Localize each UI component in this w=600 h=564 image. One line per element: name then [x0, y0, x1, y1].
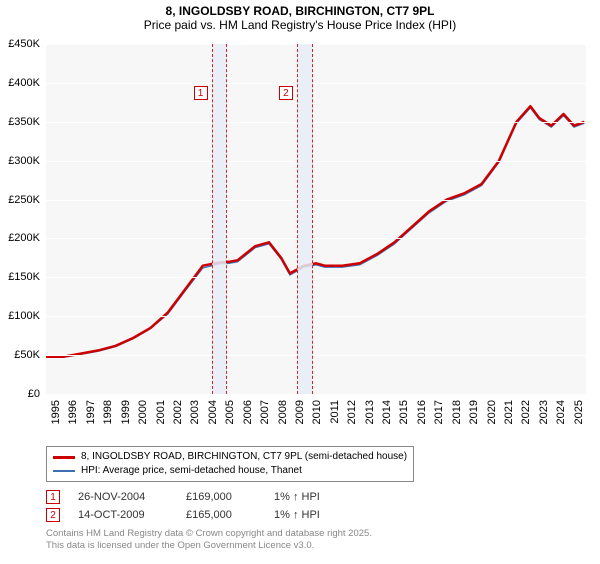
x-tick-label: 2023	[538, 400, 550, 424]
x-tick-label: 2002	[172, 400, 184, 424]
x-tick-label: 2005	[224, 400, 236, 424]
footer-attribution: Contains HM Land Registry data © Crown c…	[46, 528, 372, 552]
x-tick-label: 2003	[189, 400, 201, 424]
sale-band-marker: 2	[279, 86, 293, 100]
y-tick-label: £200K	[8, 232, 40, 244]
legend-label: 8, INGOLDSBY ROAD, BIRCHINGTON, CT7 9PL …	[81, 450, 407, 464]
chart-subtitle: Price paid vs. HM Land Registry's House …	[0, 18, 600, 32]
x-tick-label: 2022	[520, 400, 532, 424]
x-tick-label: 2011	[329, 400, 341, 424]
footer-line: Contains HM Land Registry data © Crown c…	[46, 528, 372, 540]
sale-date: 14-OCT-2009	[78, 509, 168, 521]
x-tick-label: 2014	[381, 400, 393, 424]
y-tick-label: £0	[28, 388, 40, 400]
x-tick-label: 2019	[468, 400, 480, 424]
x-tick-label: 1998	[102, 400, 114, 424]
x-tick-label: 2007	[259, 400, 271, 424]
sale-events: 1 26-NOV-2004 £169,000 1% ↑ HPI 2 14-OCT…	[46, 488, 320, 524]
sale-band	[297, 44, 313, 394]
y-tick-label: £350K	[8, 116, 40, 128]
legend-label: HPI: Average price, semi-detached house,…	[81, 464, 302, 478]
y-tick-label: £100K	[8, 310, 40, 322]
x-tick-label: 2024	[555, 400, 567, 424]
x-axis-labels: 1995 1996 1997 1998 1999 2000 2001 2002 2003 2004…	[46, 396, 586, 446]
sale-band-marker: 1	[194, 86, 208, 100]
sale-band	[212, 44, 228, 394]
chart-title: 8, INGOLDSBY ROAD, BIRCHINGTON, CT7 9PL	[0, 4, 600, 18]
x-tick-label: 1996	[67, 400, 79, 424]
x-tick-label: 2009	[294, 400, 306, 424]
legend-swatch	[53, 456, 75, 459]
y-tick-label: £150K	[8, 271, 40, 283]
chart-container: 8, INGOLDSBY ROAD, BIRCHINGTON, CT7 9PL …	[0, 4, 600, 564]
x-tick-label: 1995	[50, 400, 62, 424]
sale-price: £165,000	[186, 509, 256, 521]
sale-date: 26-NOV-2004	[78, 491, 168, 503]
plot-area: 12	[46, 44, 586, 394]
x-tick-label: 2010	[311, 400, 323, 424]
x-tick-label: 2008	[277, 400, 289, 424]
y-tick-label: £450K	[8, 38, 40, 50]
sale-price: £169,000	[186, 491, 256, 503]
sale-row: 2 14-OCT-2009 £165,000 1% ↑ HPI	[46, 506, 320, 524]
line-series	[46, 44, 586, 394]
sale-delta: 1% ↑ HPI	[274, 509, 320, 521]
series-line	[46, 108, 584, 358]
x-tick-label: 2017	[433, 400, 445, 424]
x-tick-label: 1997	[85, 400, 97, 424]
y-tick-label: £300K	[8, 155, 40, 167]
x-tick-label: 2020	[486, 400, 498, 424]
sale-marker: 2	[46, 508, 60, 522]
x-tick-label: 2012	[346, 400, 358, 424]
x-tick-label: 2006	[242, 400, 254, 424]
footer-line: This data is licensed under the Open Gov…	[46, 540, 372, 552]
x-tick-label: 2018	[451, 400, 463, 424]
x-tick-label: 2000	[137, 400, 149, 424]
sale-row: 1 26-NOV-2004 £169,000 1% ↑ HPI	[46, 488, 320, 506]
x-tick-label: 1999	[120, 400, 132, 424]
x-tick-label: 2015	[398, 400, 410, 424]
x-tick-label: 2013	[364, 400, 376, 424]
x-tick-label: 2021	[503, 400, 515, 424]
legend-item: 8, INGOLDSBY ROAD, BIRCHINGTON, CT7 9PL …	[53, 450, 407, 464]
legend-item: HPI: Average price, semi-detached house,…	[53, 464, 407, 478]
sale-marker: 1	[46, 490, 60, 504]
x-tick-label: 2016	[416, 400, 428, 424]
y-axis-labels: £0£50K£100K£150K£200K£250K£300K£350K£400…	[0, 44, 44, 394]
legend-swatch	[53, 470, 75, 472]
series-line	[46, 106, 584, 357]
x-tick-label: 2004	[207, 400, 219, 424]
x-tick-label: 2001	[155, 400, 167, 424]
y-tick-label: £400K	[8, 77, 40, 89]
y-tick-label: £50K	[14, 349, 40, 361]
legend: 8, INGOLDSBY ROAD, BIRCHINGTON, CT7 9PL …	[46, 446, 414, 482]
sale-delta: 1% ↑ HPI	[274, 491, 320, 503]
x-tick-label: 2025	[573, 400, 585, 424]
y-tick-label: £250K	[8, 194, 40, 206]
